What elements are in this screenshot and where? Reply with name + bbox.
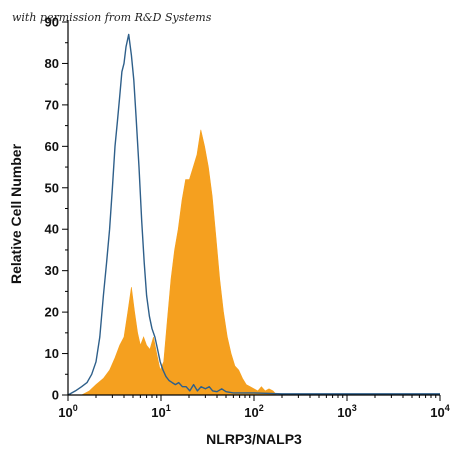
y-tick-label: 0 [52,388,59,403]
y-tick-label: 80 [45,56,59,71]
x-tick-label: 103 [337,403,356,420]
x-tick-label: 101 [151,403,170,420]
y-tick-label: 10 [45,346,59,361]
y-tick-label: 50 [45,180,59,195]
y-tick-label: 20 [45,305,59,320]
axes: 0 10 20 30 40 50 60 70 80 90 100 101 102 103 104 [45,15,450,421]
x-tick-label: 100 [58,403,77,420]
x-axis-title: NLRP3/NALP3 [206,431,302,447]
y-axis-title: Relative Cell Number [8,143,24,284]
series-control-line [67,33,440,396]
series-stained-area [81,129,440,396]
x-tick-label: 104 [430,403,449,420]
y-tick-label: 90 [45,15,59,30]
plot-series [67,33,440,396]
y-tick-label: 40 [45,222,59,237]
x-tick-label: 102 [244,403,263,420]
y-tick-label: 30 [45,263,59,278]
y-tick-label: 70 [45,97,59,112]
credit-note: with permission from R&D Systems [12,11,212,24]
y-tick-label: 60 [45,139,59,154]
